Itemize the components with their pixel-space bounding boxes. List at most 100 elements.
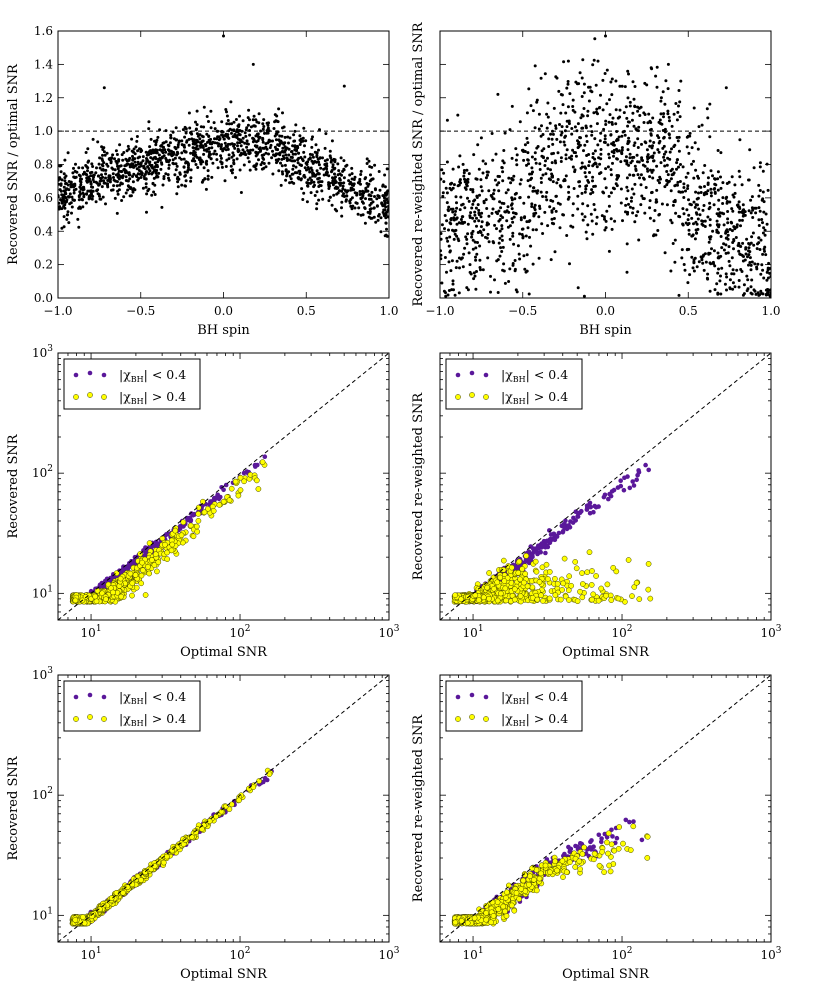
scatter-point [516, 244, 520, 248]
scatter-point [209, 157, 213, 161]
scatter-point [457, 165, 461, 169]
scatter-point [581, 58, 585, 62]
scatter-point [241, 136, 245, 140]
scatter-point [648, 199, 652, 203]
scatter-point [104, 172, 108, 176]
scatter-point [255, 120, 259, 124]
scatter-point [140, 567, 146, 574]
scatter-point [258, 135, 262, 139]
x-tick-label: −0.5 [508, 304, 537, 318]
scatter-point [237, 474, 244, 481]
scatter-point [686, 187, 690, 190]
scatter-point [169, 541, 176, 548]
scatter-point [72, 185, 76, 189]
scatter-point [265, 121, 269, 125]
scatter-point [719, 186, 723, 190]
x-axis-label: Optimal SNR [180, 645, 268, 660]
scatter-point [307, 167, 311, 171]
scatter-point [236, 150, 240, 154]
scatter-point [213, 137, 216, 141]
scatter-point [157, 153, 161, 157]
scatter-point [690, 146, 694, 150]
scatter-point [225, 114, 229, 118]
scatter-point [633, 220, 637, 224]
x-tick-label: 0.0 [596, 304, 615, 318]
scatter-point [95, 189, 99, 193]
scatter-point [343, 188, 347, 192]
scatter-point [719, 292, 723, 296]
scatter-point [758, 189, 762, 192]
scatter-point [595, 122, 599, 126]
scatter-point [669, 177, 673, 181]
scatter-point [369, 216, 373, 220]
scatter-point [533, 189, 537, 193]
scatter-point [742, 283, 746, 287]
scatter-point [194, 146, 198, 150]
scatter-point [137, 177, 141, 180]
scatter-point [280, 164, 284, 168]
scatter-point [606, 165, 610, 169]
scatter-point [130, 137, 134, 141]
scatter-point [340, 206, 343, 210]
scatter-point [445, 236, 449, 240]
scatter-point [504, 191, 508, 195]
scatter-point [338, 177, 342, 180]
scatter-point [684, 175, 688, 179]
scatter-point [631, 211, 635, 215]
scatter-point [175, 164, 179, 168]
scatter-point [176, 175, 180, 179]
scatter-point [561, 103, 565, 107]
scatter-point [511, 211, 515, 215]
scatter-point [686, 218, 690, 222]
scatter-point [369, 173, 372, 177]
scatter-point [527, 292, 531, 296]
scatter-point [227, 122, 231, 126]
scatter-point [124, 157, 128, 161]
scatter-point [596, 59, 600, 63]
scatter-point [541, 173, 545, 177]
scatter-point [254, 150, 258, 154]
scatter-point [686, 281, 690, 285]
scatter-point [141, 155, 145, 159]
scatter-point [469, 211, 473, 215]
scatter-point [241, 119, 245, 123]
scatter-point [223, 179, 227, 183]
scatter-point [73, 169, 77, 173]
scatter-point [694, 190, 698, 194]
scatter-point [489, 290, 492, 294]
scatter-point [110, 589, 116, 596]
scatter-point [333, 181, 337, 185]
scatter-point [184, 179, 188, 183]
scatter-point [296, 158, 300, 162]
scatter-point [666, 180, 670, 184]
scatter-point [551, 180, 555, 184]
scatter-point [547, 537, 553, 542]
scatter-point [593, 184, 597, 188]
scatter-point [201, 509, 208, 516]
scatter-point [478, 244, 482, 248]
scatter-point [124, 175, 128, 179]
scatter-point [447, 228, 450, 232]
scatter-point [711, 229, 715, 233]
scatter-point [494, 152, 498, 156]
scatter-point [675, 161, 679, 165]
scatter-point [68, 192, 72, 196]
scatter-point [113, 570, 120, 576]
scatter-point [299, 177, 303, 181]
scatter-point [528, 235, 531, 239]
scatter-point [462, 252, 466, 256]
scatter-point [694, 228, 698, 232]
scatter-point [666, 173, 670, 177]
scatter-point [607, 156, 611, 160]
scatter-point [545, 126, 549, 130]
scatter-point [225, 158, 229, 162]
scatter-point [609, 173, 613, 177]
scatter-point [239, 153, 243, 157]
scatter-point [122, 195, 126, 199]
scatter-point [383, 199, 387, 203]
scatter-point [558, 123, 561, 126]
scatter-point [220, 143, 223, 147]
scatter-point [155, 148, 159, 152]
scatter-point [609, 133, 613, 137]
scatter-point [184, 127, 188, 131]
